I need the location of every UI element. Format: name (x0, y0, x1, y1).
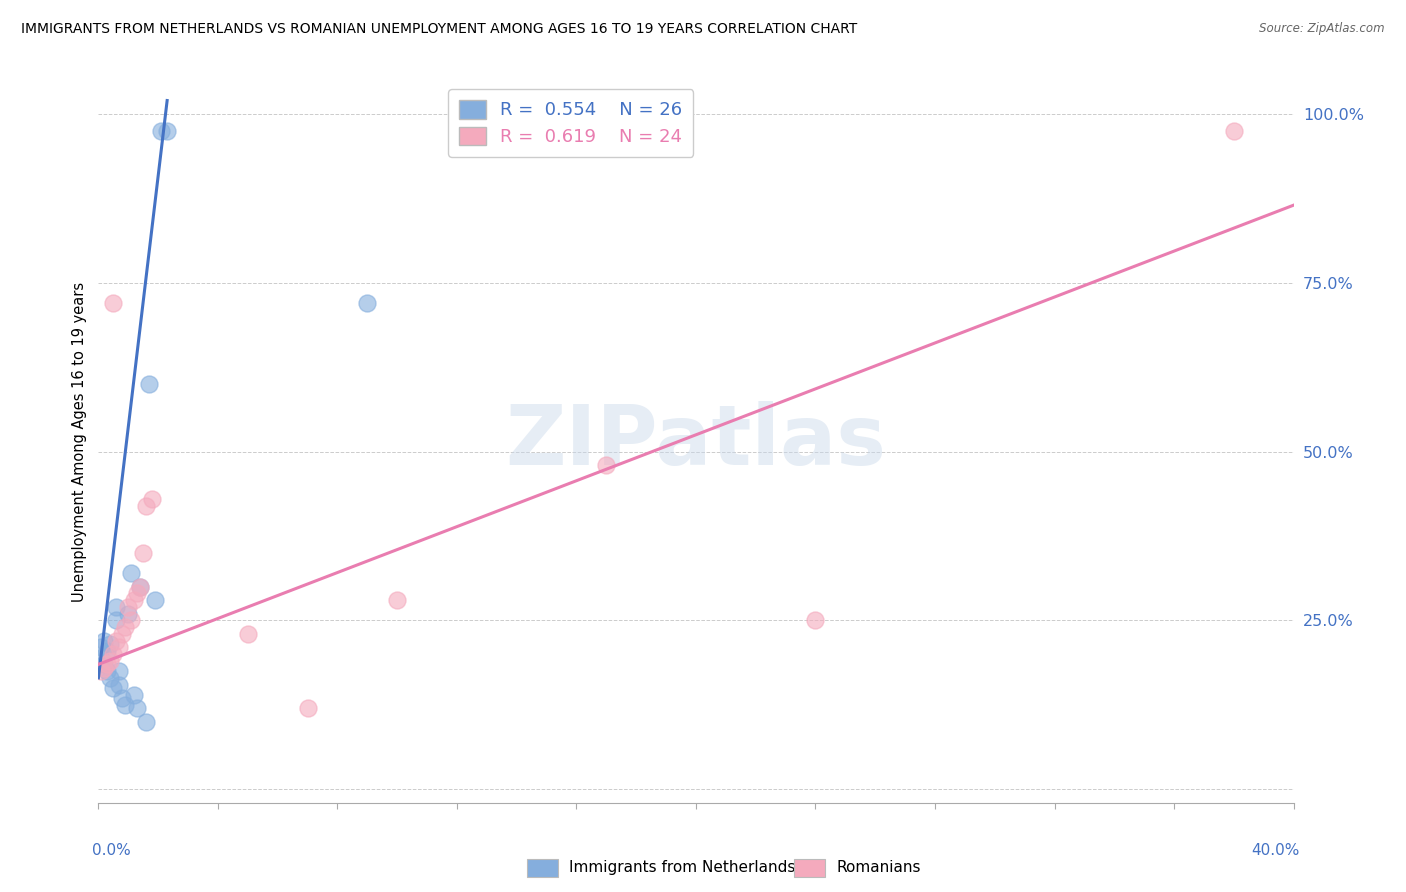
Point (127, 701, 149, 715)
Point (356, 296, 378, 310)
Point (96, 657, 118, 672)
Point (103, 647, 125, 661)
Legend: R =  0.554    N = 26, R =  0.619    N = 24: R = 0.554 N = 26, R = 0.619 N = 24 (449, 89, 693, 157)
Text: 40.0%: 40.0% (1251, 843, 1299, 857)
Point (93, 657, 115, 672)
Point (93, 633, 115, 648)
Point (129, 580, 152, 594)
Point (385, 593, 409, 607)
Point (108, 640, 131, 655)
Point (804, 614, 827, 628)
Point (90, 640, 112, 655)
Point (120, 566, 142, 581)
Point (98, 671, 122, 685)
Point (90, 664, 112, 678)
Point (96, 664, 118, 678)
Point (595, 458, 617, 472)
Text: Immigrants from Netherlands: Immigrants from Netherlands (569, 861, 796, 875)
Point (135, 714, 157, 729)
Point (98, 654, 122, 668)
Point (96, 644, 118, 658)
Point (105, 599, 128, 614)
Point (141, 491, 163, 506)
Point (132, 546, 155, 560)
Point (105, 633, 128, 648)
Y-axis label: Unemployment Among Ages 16 to 19 years: Unemployment Among Ages 16 to 19 years (72, 282, 87, 601)
Point (236, 627, 259, 641)
Point (124, 593, 146, 607)
Text: Source: ZipAtlas.com: Source: ZipAtlas.com (1260, 22, 1385, 36)
Text: IMMIGRANTS FROM NETHERLANDS VS ROMANIAN UNEMPLOYMENT AMONG AGES 16 TO 19 YEARS C: IMMIGRANTS FROM NETHERLANDS VS ROMANIAN … (21, 22, 858, 37)
Point (156, 124, 179, 138)
Point (108, 678, 131, 692)
Point (103, 296, 125, 310)
Point (117, 599, 139, 614)
Text: ZIPatlas: ZIPatlas (506, 401, 886, 482)
Point (98, 637, 122, 651)
Point (138, 377, 160, 392)
Point (143, 593, 166, 607)
Point (90, 650, 112, 665)
Point (120, 614, 142, 628)
Point (103, 681, 125, 695)
Point (1223, 124, 1246, 138)
Point (111, 627, 134, 641)
Point (114, 698, 136, 712)
Point (105, 614, 128, 628)
Point (111, 691, 134, 706)
Point (127, 586, 149, 600)
Point (297, 701, 319, 715)
Point (135, 499, 157, 513)
Point (124, 688, 146, 702)
Point (117, 607, 139, 621)
Point (150, 124, 173, 138)
Point (93, 661, 115, 675)
Point (129, 580, 152, 594)
Text: Romanians: Romanians (837, 861, 921, 875)
Point (108, 664, 131, 678)
Point (114, 620, 136, 634)
Text: 0.0%: 0.0% (93, 843, 131, 857)
